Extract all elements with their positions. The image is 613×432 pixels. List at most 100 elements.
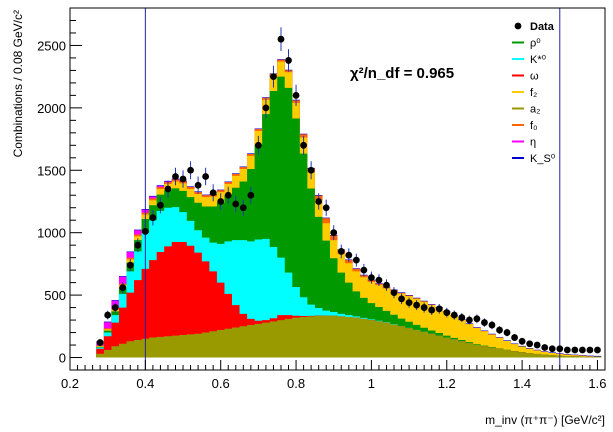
data-point	[578, 346, 586, 354]
data-point	[375, 276, 383, 284]
data-point	[247, 191, 255, 199]
legend-label: f₀	[530, 120, 538, 132]
x-tick-label: 1.2	[438, 376, 456, 391]
data-point	[390, 289, 398, 297]
y-tick-label: 1500	[37, 163, 66, 178]
vertical-lines	[144, 8, 561, 370]
data-points	[96, 27, 601, 354]
x-tick-label: 1	[368, 376, 375, 391]
series-1-a-2-area	[96, 315, 602, 358]
data-point	[149, 214, 157, 222]
legend-label: a₂	[530, 104, 540, 116]
legend-marker	[514, 22, 522, 30]
data-point	[496, 326, 503, 334]
data-point	[315, 198, 323, 205]
legend-label: K*⁰	[530, 54, 547, 66]
data-point	[337, 248, 345, 255]
data-point	[563, 346, 571, 354]
data-point	[300, 141, 307, 149]
data-point	[594, 346, 601, 354]
data-point	[239, 204, 247, 212]
data-point	[262, 104, 270, 112]
x-tick-label: 0.2	[61, 376, 79, 391]
plot-frame	[69, 7, 606, 371]
data-point	[533, 341, 541, 349]
legend-label: ω	[530, 71, 539, 83]
data-point	[322, 204, 330, 212]
data-point	[119, 284, 127, 292]
data-point	[345, 251, 353, 259]
data-point	[488, 321, 496, 329]
data-point	[270, 73, 277, 81]
data-point	[473, 315, 481, 323]
axes: 0.2 0.4 0.6 0.8 1 1.2 1.4 1.6 0 500 1000 1500 2000 25…	[37, 7, 607, 391]
data-point	[413, 301, 421, 309]
x-axis-title: m_inv (π⁺π⁻) [GeV/c²]	[485, 413, 605, 427]
data-point	[360, 266, 368, 274]
data-point	[111, 304, 119, 311]
data-point	[232, 200, 240, 208]
data-point	[277, 35, 285, 43]
legend-label: f₂	[530, 87, 537, 99]
data-point	[96, 339, 104, 346]
data-point	[352, 256, 360, 264]
data-point	[164, 185, 172, 193]
data-point	[398, 295, 405, 303]
data-point	[458, 314, 466, 321]
legend-label: ρ⁰	[530, 38, 541, 50]
data-point	[526, 340, 534, 348]
data-point	[435, 305, 443, 313]
legend-label: K_S⁰	[530, 153, 556, 165]
data-point	[383, 281, 390, 289]
data-point	[450, 311, 458, 319]
data-point	[518, 337, 526, 345]
data-point	[368, 274, 375, 282]
legend-label: η	[530, 137, 536, 149]
data-point	[503, 329, 511, 336]
data-point	[202, 173, 210, 180]
data-point	[405, 299, 413, 306]
data-point	[126, 261, 134, 269]
x-tick-label: 0.8	[287, 376, 305, 391]
data-point	[481, 319, 488, 326]
data-point	[511, 334, 518, 341]
data-point	[548, 345, 556, 353]
legend-label: Data	[530, 21, 555, 33]
y-tick-label: 1000	[37, 226, 66, 241]
stacked-histogram	[96, 59, 602, 358]
data-point	[134, 241, 142, 249]
x-tick-label: 1.6	[588, 376, 606, 391]
data-point	[292, 91, 300, 99]
data-point	[141, 228, 149, 235]
data-point	[172, 173, 179, 180]
data-point	[254, 141, 262, 149]
data-point	[556, 345, 564, 353]
data-point	[285, 57, 292, 64]
data-point	[571, 346, 579, 354]
y-tick-label: 500	[44, 288, 66, 303]
data-point	[586, 346, 594, 354]
data-point	[217, 198, 225, 205]
y-tick-label: 2500	[37, 38, 66, 53]
y-tick-label: 0	[59, 351, 66, 366]
data-point	[307, 166, 315, 174]
data-point	[420, 304, 428, 311]
data-point	[157, 201, 164, 209]
x-tick-label: 0.4	[136, 376, 154, 391]
data-point	[179, 175, 187, 183]
data-point	[224, 191, 232, 199]
x-tick-label: 0.6	[212, 376, 230, 391]
data-point	[194, 181, 202, 189]
data-point	[428, 306, 436, 314]
series-2-series-area	[96, 242, 602, 358]
legend: Data ρ⁰ K*⁰ ω f₂ a₂ f₀ η K_S⁰	[512, 21, 556, 165]
data-point	[209, 189, 217, 197]
y-axis-title: Combinations / 0.08 GeV/c²	[11, 10, 25, 157]
x-tick-label: 1.4	[513, 376, 531, 391]
chi2-annotation: χ²/n_df = 0.965	[350, 65, 454, 82]
data-point	[541, 344, 549, 351]
y-tick-label: 2000	[37, 101, 66, 116]
data-point	[187, 166, 194, 174]
data-point	[330, 229, 338, 237]
